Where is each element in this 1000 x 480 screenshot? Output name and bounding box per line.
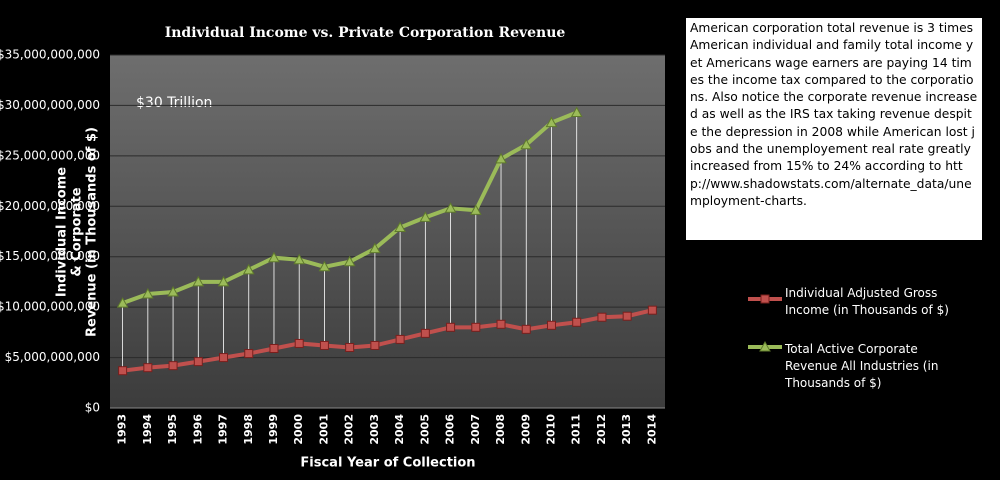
marker [394,221,406,232]
marker [168,361,178,371]
x-tick-label: 2009 [519,414,532,445]
marker [143,363,153,373]
marker [269,343,279,353]
chart-title: Individual Income vs. Private Corporatio… [165,25,566,41]
y-tick-label: $5,000,000,000 [5,350,100,364]
x-tick-label: 2006 [444,414,457,445]
marker [217,275,230,287]
y-tick-label: $0 [85,401,100,415]
y-axis-title-line: & Corporate [70,187,85,276]
marker [116,297,129,308]
y-tick-label: $30,000,000,000 [0,98,100,112]
marker [469,204,482,215]
x-tick-label: 2004 [393,414,406,445]
marker [244,349,254,359]
x-tick-label: 1995 [166,414,179,445]
marker [192,275,205,287]
marker [219,353,229,363]
note-box: American corporation total revenue is 3 … [686,18,982,240]
marker [647,305,657,315]
marker [319,340,329,350]
x-tick-label: 1993 [116,414,129,445]
marker [118,366,128,376]
x-tick-label: 2005 [418,414,431,445]
marker [572,317,582,327]
marker [268,251,280,263]
marker [343,255,356,267]
marker [419,211,432,222]
marker [369,242,381,254]
y-axis-title-line: Revenue (in Thousands of $) [85,127,100,337]
x-tick-label: 2010 [544,414,557,445]
marker [167,285,179,297]
marker [570,106,583,117]
legend-marker [760,294,770,304]
x-tick-label: 2014 [645,414,658,445]
x-tick-label: 1998 [242,414,255,445]
x-tick-label: 2003 [368,414,381,445]
annotation: $30 Trillion [136,95,212,111]
marker [545,116,558,128]
marker [622,311,632,321]
marker [546,320,556,330]
marker [420,328,430,338]
x-tick-label: 2012 [595,414,608,445]
y-tick-label: $35,000,000,000 [0,48,100,62]
marker [293,253,306,265]
x-tick-label: 2002 [343,414,356,445]
x-tick-label: 2001 [317,414,330,445]
x-tick-label: 2011 [570,414,583,445]
x-tick-label: 2008 [494,414,507,445]
marker [446,322,456,332]
marker [495,152,507,164]
marker [521,324,531,334]
marker [370,340,380,350]
y-tick-label: $20,000,000,000 [0,199,100,213]
marker [242,263,255,275]
x-tick-label: 2000 [292,414,305,445]
y-tick-label: $10,000,000,000 [0,300,100,314]
x-tick-label: 1997 [217,414,230,445]
marker [520,138,533,150]
y-tick-label: $15,000,000,000 [0,249,100,263]
legend-marker [759,340,771,352]
series-line [122,308,653,373]
marker [444,202,457,213]
marker [193,357,203,367]
marker [395,334,405,344]
y-tick-label: $25,000,000,000 [0,148,100,162]
marker [597,312,607,322]
marker [141,288,154,299]
marker [318,260,331,272]
x-tick-label: 2013 [620,414,633,445]
marker [345,342,355,352]
x-tick-label: 1996 [191,414,204,445]
marker [496,319,506,329]
legend-entry: Individual Adjusted Gross Income (in Tho… [785,286,949,317]
x-axis-title: Fiscal Year of Collection [300,456,475,471]
marker [294,338,304,348]
legend-entry: Total Active Corporate Revenue All Indus… [785,342,939,390]
x-tick-label: 2007 [469,414,482,445]
x-tick-label: 1994 [141,414,154,445]
y-axis-title: Individual Income & Corporate Revenue (in … [55,127,100,337]
y-axis-title-line: Individual Income [55,167,70,297]
x-tick-label: 1999 [267,414,280,445]
marker [471,322,481,332]
